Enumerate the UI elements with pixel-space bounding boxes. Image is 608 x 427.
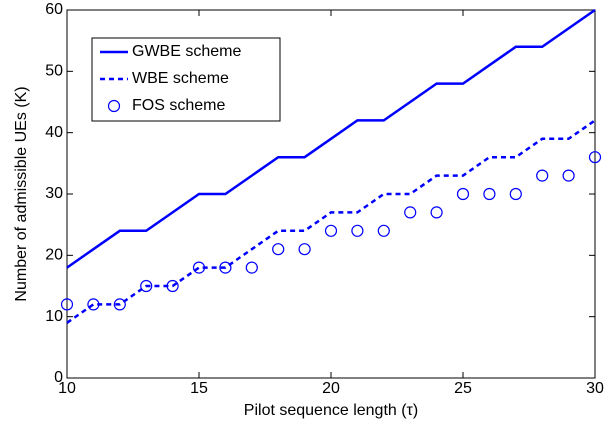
y-tick-label: 60 [45,1,63,18]
legend: GWBE scheme WBE scheme FOS scheme [91,37,281,122]
series-marker [351,224,364,237]
x-tick-label: 20 [322,380,340,397]
series-marker [272,243,285,256]
legend-swatch [107,99,121,113]
legend-label: GWBE scheme [132,43,241,60]
y-tick-label: 40 [45,124,63,141]
series-marker [562,169,575,182]
legend-label: WBE scheme [132,70,229,87]
series-marker [192,261,206,274]
series-marker [404,206,417,219]
series-marker [87,298,100,311]
series-marker [588,151,602,164]
series-marker [324,224,338,237]
series-marker [536,169,549,182]
series-marker [430,206,443,219]
series-marker [113,298,126,311]
series-marker [219,261,232,274]
series-line [66,8,596,269]
y-axis-label: Number of admissible UEs (K) [13,86,30,301]
series-marker [298,243,311,256]
legend-label: FOS scheme [132,97,225,114]
series-line [66,119,596,324]
x-tick-label: 15 [190,380,208,397]
y-tick-label: 50 [45,63,63,80]
series-marker [509,187,522,201]
y-tick-label: 10 [45,308,63,325]
y-tick-label: 0 [54,369,63,386]
series-marker [245,261,258,274]
series-marker [377,224,390,237]
x-tick-label: 25 [454,380,472,397]
series-marker [60,298,74,311]
y-tick-label: 20 [45,247,63,264]
y-tick-label: 30 [45,185,63,202]
series-marker [166,279,179,293]
x-axis-label: Pilot sequence length (τ) [244,402,418,419]
series-marker [456,187,470,201]
x-tick-label: 30 [586,380,604,397]
series-marker [140,279,153,293]
x-tick-label: 10 [58,380,76,397]
series-marker [483,187,496,201]
